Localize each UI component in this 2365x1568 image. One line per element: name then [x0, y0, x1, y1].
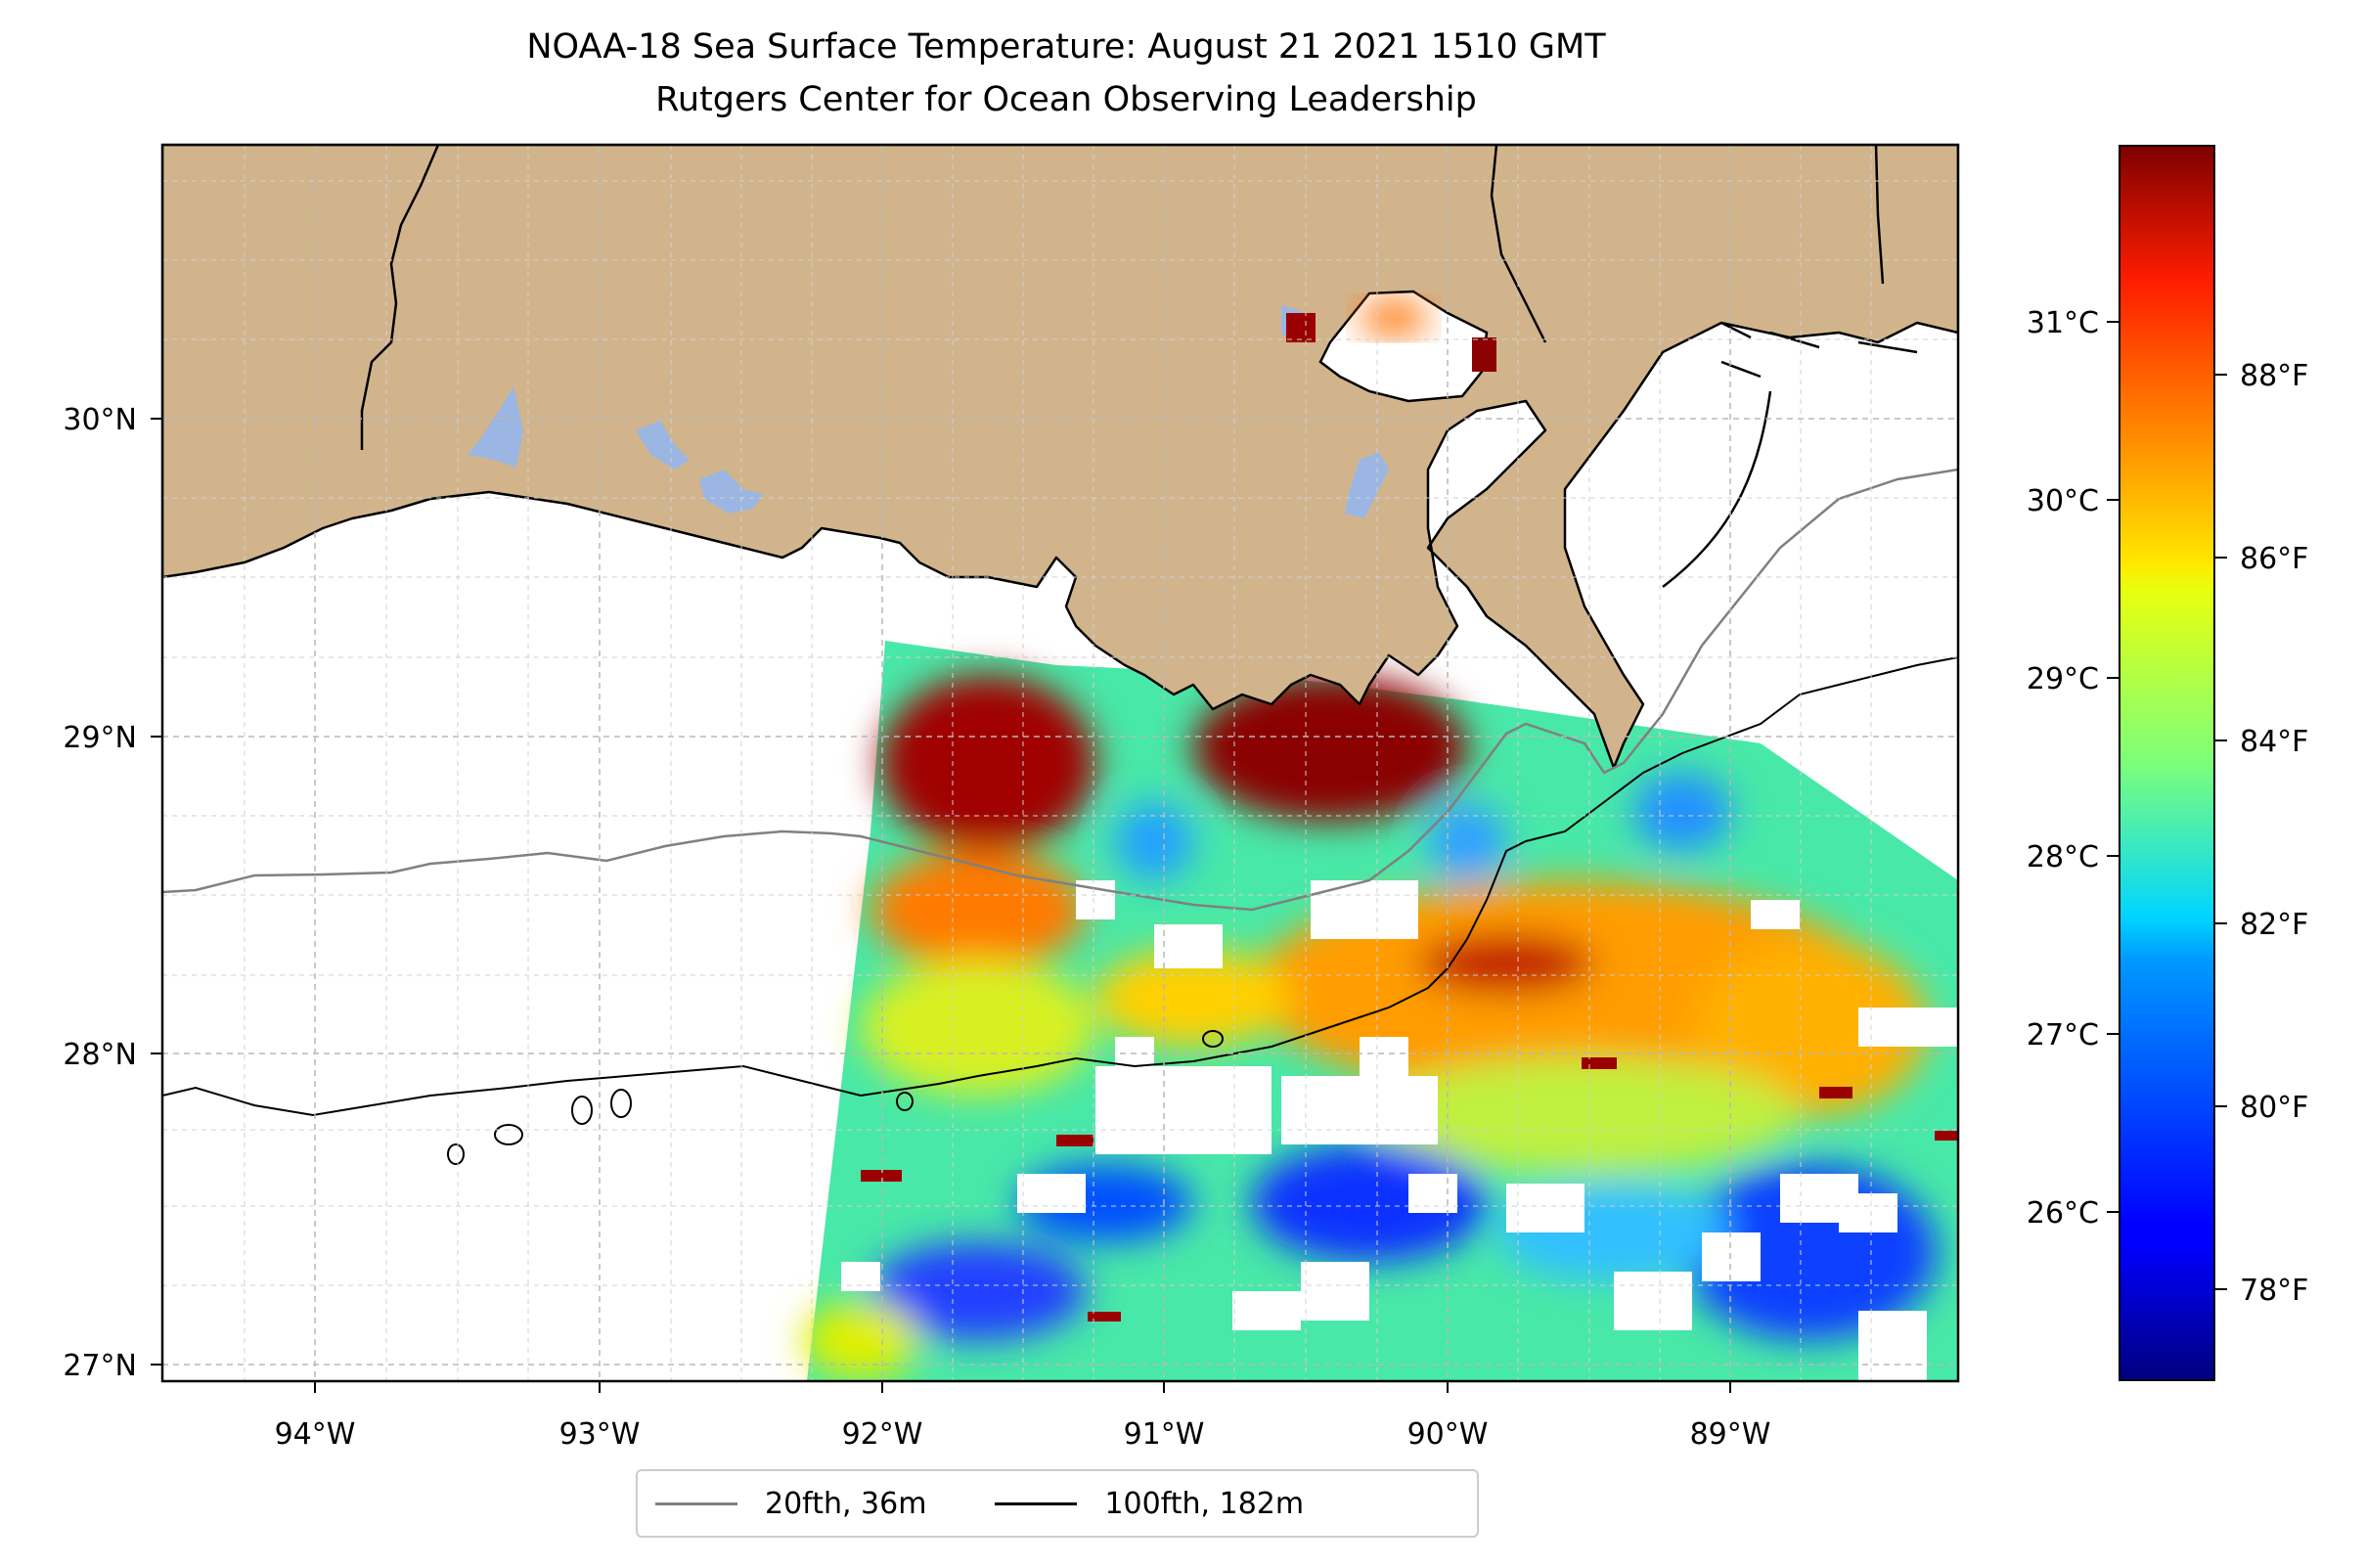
map-subtitle: Rutgers Center for Ocean Observing Leade…: [655, 80, 1477, 119]
lon-label-90w: 90°W: [1407, 1417, 1489, 1452]
colorbar-label-82f: 82°F: [2240, 908, 2308, 942]
colorbar-label-28c: 28°C: [2027, 840, 2099, 874]
lon-label-94w: 94°W: [275, 1417, 356, 1452]
map-title: NOAA-18 Sea Surface Temperature: August …: [526, 27, 1606, 67]
colorbar-c-ticks: [2107, 321, 2119, 1213]
state-boundaries: [360, 145, 1885, 450]
axis-ticks: [151, 418, 1731, 1393]
lon-label-91w: 91°W: [1124, 1417, 1205, 1452]
colorbar-label-26c: 26°C: [2027, 1196, 2099, 1231]
colorbar-label-80f: 80°F: [2240, 1091, 2308, 1125]
colorbar-label-30c: 30°C: [2027, 484, 2099, 518]
legend-line-100fth: [995, 1501, 1078, 1505]
gridlines: [162, 145, 1958, 1381]
colorbar-label-84f: 84°F: [2240, 725, 2308, 759]
colorbar-label-27c: 27°C: [2027, 1018, 2099, 1053]
colorbar-label-86f: 86°F: [2240, 542, 2308, 576]
map-frame: [160, 143, 1960, 1383]
colorbar-f-ticks: [2215, 374, 2227, 1290]
colorbar-label-29c: 29°C: [2027, 662, 2099, 696]
legend: 20fth, 36m 100fth, 182m: [636, 1469, 1479, 1538]
isobath-100fth: [162, 656, 1958, 1117]
lat-label-29n: 29°N: [63, 721, 137, 755]
offshore-features: [447, 1030, 1224, 1165]
lat-label-27n: 27°N: [63, 1349, 137, 1383]
legend-line-20fth: [655, 1501, 737, 1505]
coastline-detail: [1662, 321, 1918, 588]
legend-label-20fth: 20fth, 36m: [765, 1486, 927, 1521]
minor-gridlines: [162, 145, 1958, 1381]
land-mass: [162, 145, 1958, 770]
colorbar: [2119, 145, 2215, 1381]
legend-item-100fth: 100fth, 182m: [995, 1487, 1304, 1521]
colorbar-label-31c: 31°C: [2027, 306, 2099, 340]
isobath-20fth: [162, 468, 1958, 912]
warm-patches: [861, 1057, 1958, 1322]
colorbar-label-78f: 78°F: [2240, 1274, 2308, 1308]
sst-swath: [802, 641, 1958, 1381]
legend-label-100fth: 100fth, 182m: [1104, 1486, 1305, 1521]
colorbar-label-88f: 88°F: [2240, 359, 2308, 393]
lat-label-28n: 28°N: [63, 1038, 137, 1072]
legend-item-20fth: 20fth, 36m: [655, 1487, 926, 1521]
lake-pontchartrain: [1286, 290, 1496, 403]
colorbar-gradient: [2120, 146, 2214, 1380]
lon-label-89w: 89°W: [1690, 1417, 1771, 1452]
lon-label-92w: 92°W: [842, 1417, 923, 1452]
lat-label-30n: 30°N: [63, 403, 137, 437]
lon-label-93w: 93°W: [559, 1417, 641, 1452]
